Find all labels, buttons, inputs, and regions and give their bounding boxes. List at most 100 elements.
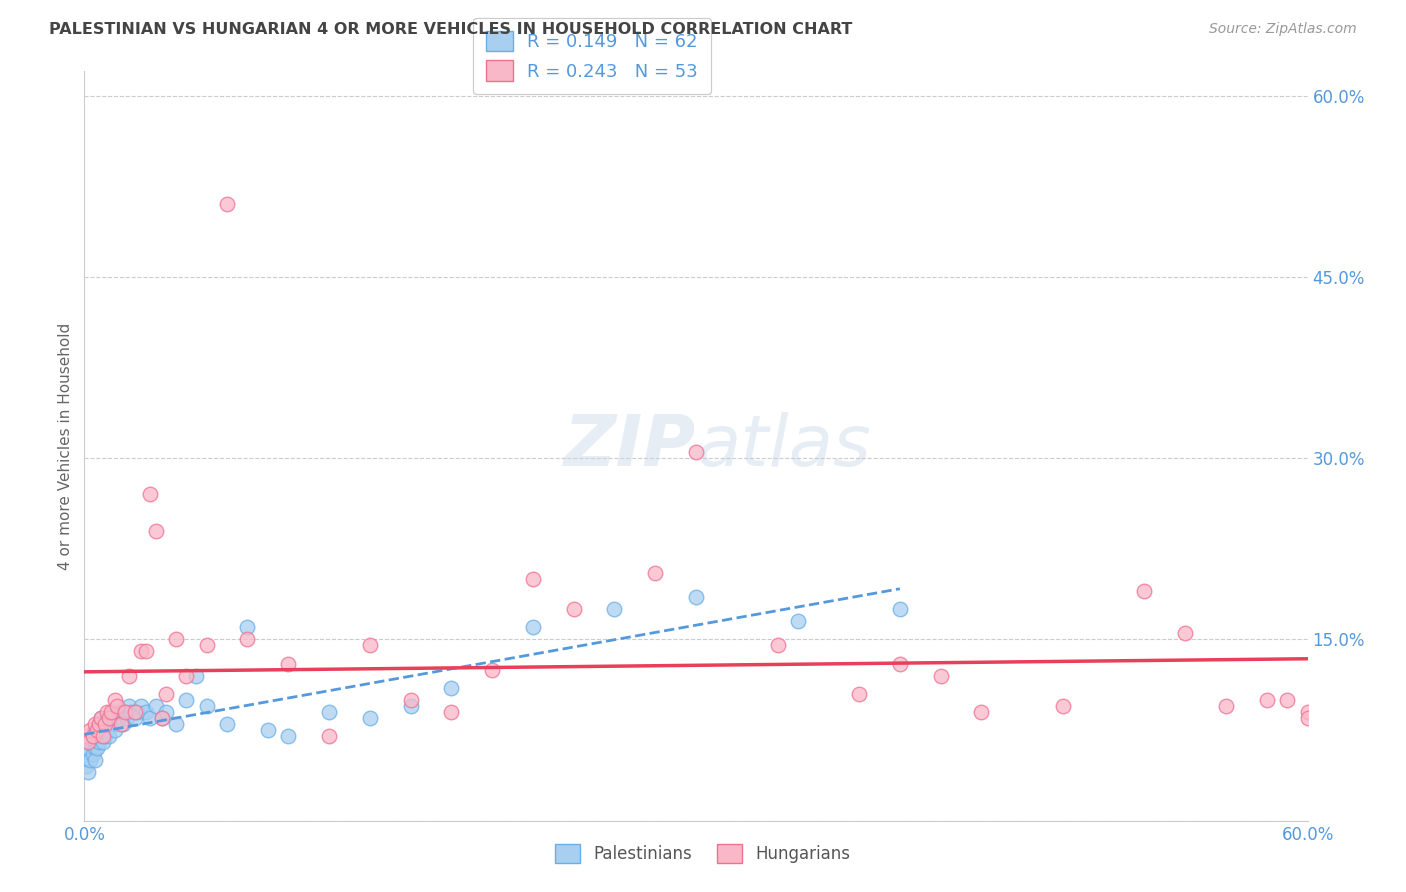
Point: [257, 723, 280, 737]
Point: [217, 717, 239, 731]
Point: [118, 698, 141, 713]
Point: [174, 668, 197, 682]
Point: [104, 723, 127, 737]
Point: [83, 723, 105, 737]
Point: [86, 723, 108, 737]
Point: [105, 698, 128, 713]
Point: [91, 729, 114, 743]
Point: [96, 705, 118, 719]
Point: [83, 741, 105, 756]
Point: [82, 747, 104, 761]
Point: [562, 602, 585, 616]
Point: [105, 711, 128, 725]
Point: [145, 524, 167, 538]
Point: [359, 711, 381, 725]
Point: [1215, 698, 1237, 713]
Point: [1133, 584, 1156, 599]
Point: [399, 693, 422, 707]
Point: [75, 747, 97, 761]
Point: [603, 602, 626, 616]
Point: [101, 705, 124, 719]
Point: [135, 705, 157, 719]
Point: [787, 614, 810, 628]
Point: [87, 735, 110, 749]
Point: [124, 705, 146, 719]
Point: [79, 753, 101, 767]
Point: [195, 698, 218, 713]
Point: [138, 487, 160, 501]
Point: [110, 717, 132, 731]
Point: [848, 687, 870, 701]
Point: [318, 729, 340, 743]
Point: [155, 705, 177, 719]
Point: [97, 717, 120, 731]
Point: [929, 668, 952, 682]
Point: [889, 602, 911, 616]
Point: [685, 445, 707, 459]
Point: [93, 717, 115, 731]
Point: [82, 729, 104, 743]
Point: [277, 729, 299, 743]
Point: [440, 681, 463, 695]
Point: [75, 759, 97, 773]
Legend: Palestinians, Hungarians: Palestinians, Hungarians: [544, 832, 862, 875]
Point: [522, 620, 544, 634]
Point: [150, 711, 173, 725]
Point: [522, 572, 544, 586]
Point: [236, 620, 259, 634]
Point: [87, 717, 110, 731]
Point: [970, 705, 993, 719]
Point: [93, 729, 115, 743]
Point: [1052, 698, 1074, 713]
Point: [93, 717, 115, 731]
Point: [174, 693, 197, 707]
Point: [114, 705, 136, 719]
Point: [77, 741, 100, 756]
Point: [87, 717, 110, 731]
Point: [131, 644, 153, 658]
Point: [83, 717, 105, 731]
Point: [1174, 626, 1197, 640]
Point: [115, 711, 138, 725]
Point: [644, 566, 666, 580]
Point: [217, 197, 239, 211]
Point: [77, 765, 100, 780]
Point: [155, 687, 177, 701]
Point: [124, 711, 146, 725]
Point: [91, 735, 114, 749]
Point: [91, 723, 114, 737]
Point: [96, 711, 118, 725]
Point: [1296, 711, 1319, 725]
Point: [150, 711, 173, 725]
Text: PALESTINIAN VS HUNGARIAN 4 OR MORE VEHICLES IN HOUSEHOLD CORRELATION CHART: PALESTINIAN VS HUNGARIAN 4 OR MORE VEHIC…: [49, 22, 852, 37]
Text: Source: ZipAtlas.com: Source: ZipAtlas.com: [1209, 22, 1357, 37]
Y-axis label: 4 or more Vehicles in Household: 4 or more Vehicles in Household: [58, 322, 73, 570]
Point: [889, 657, 911, 671]
Point: [127, 705, 149, 719]
Point: [766, 639, 789, 653]
Point: [86, 729, 108, 743]
Point: [135, 644, 157, 658]
Point: [79, 735, 101, 749]
Point: [685, 590, 707, 604]
Point: [138, 711, 160, 725]
Text: ZIP: ZIP: [564, 411, 696, 481]
Point: [481, 663, 503, 677]
Point: [186, 668, 208, 682]
Point: [318, 705, 340, 719]
Point: [120, 705, 142, 719]
Point: [100, 711, 122, 725]
Text: atlas: atlas: [696, 411, 870, 481]
Point: [100, 705, 122, 719]
Point: [114, 705, 136, 719]
Point: [359, 639, 381, 653]
Point: [236, 632, 259, 647]
Point: [110, 711, 132, 725]
Point: [1277, 693, 1299, 707]
Point: [86, 741, 108, 756]
Point: [165, 717, 187, 731]
Point: [399, 698, 422, 713]
Point: [108, 705, 131, 719]
Legend: R = 0.149   N = 62, R = 0.243   N = 53: R = 0.149 N = 62, R = 0.243 N = 53: [472, 18, 710, 94]
Point: [112, 717, 135, 731]
